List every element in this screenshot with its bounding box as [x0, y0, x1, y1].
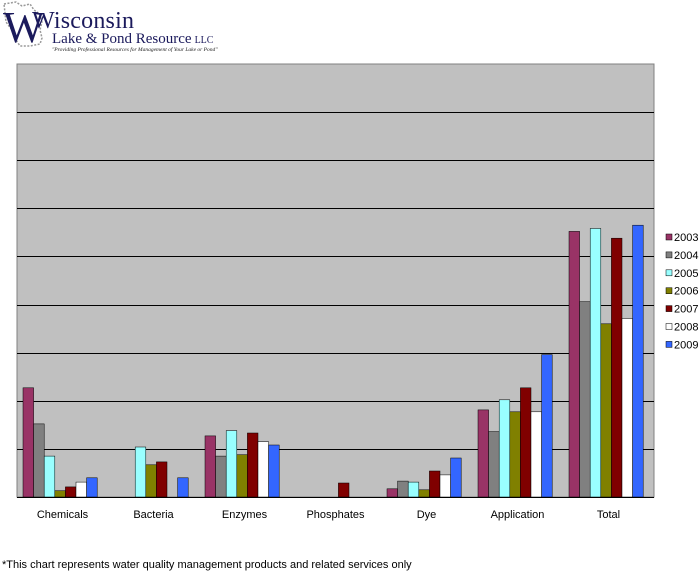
- bar-2004-dye: [397, 480, 409, 498]
- legend: 2003 2004 2005 2006 2007 2008 2009: [665, 232, 698, 351]
- legend-label: 2003: [674, 232, 698, 244]
- bar-2006-total: [600, 323, 612, 498]
- legend-swatch: [665, 251, 673, 259]
- legend-label: 2008: [674, 322, 698, 334]
- bar-2007-total: [611, 237, 623, 498]
- legend-swatch: [665, 233, 673, 241]
- logo-subtitle-text: Lake & Pond Resource: [52, 31, 192, 47]
- bar-2005-application: [498, 399, 511, 498]
- bar-2006-chemicals: [54, 490, 66, 498]
- logo-name: Wisconsin: [32, 8, 135, 34]
- legend-label: 2004: [674, 250, 698, 262]
- bar-2007-phosphates: [338, 482, 350, 498]
- bar-2009-dye: [450, 457, 462, 498]
- category-labels: Chemicals Bacteria Enzymes Phosphates Dye App…: [37, 509, 620, 521]
- category-label: Bacteria: [133, 509, 174, 521]
- legend-label: 2007: [674, 304, 698, 316]
- bar-2007-chemicals: [65, 486, 77, 498]
- wisconsin-state-outline-icon: W: [3, 1, 45, 52]
- legend-swatch: [665, 305, 673, 312]
- legend-swatch: [665, 287, 673, 294]
- bar-2007-application: [520, 387, 532, 498]
- company-logo: W Wisconsin Lake & Pond Resource LLC "Pro…: [0, 0, 240, 58]
- svg-text:W: W: [3, 3, 45, 52]
- bar-2007-dye: [429, 470, 441, 498]
- category-label: Total: [597, 509, 620, 521]
- chart-footnote: *This chart represents water quality man…: [2, 559, 412, 571]
- bar-2004-total: [579, 301, 591, 498]
- bar-2008-enzymes: [257, 441, 269, 498]
- bar-2008-total: [621, 318, 633, 498]
- legend-swatch: [665, 323, 673, 330]
- category-label: Chemicals: [37, 509, 89, 521]
- plot-area: [16, 63, 655, 498]
- bar-2006-bacteria: [145, 464, 157, 498]
- bar-2006-enzymes: [236, 454, 248, 498]
- bar-2009-application: [541, 354, 553, 498]
- bar-2004-chemicals: [33, 423, 45, 498]
- bar-2009-total: [632, 224, 644, 498]
- category-label: Phosphates: [306, 509, 365, 521]
- bar-2009-bacteria: [177, 477, 189, 498]
- bar-2008-chemicals: [75, 481, 87, 498]
- logo-tagline: "Providing Professional Resources for Ma…: [52, 47, 218, 53]
- bar-2003-total: [568, 231, 580, 498]
- bar-2005-total: [589, 228, 602, 498]
- plot-background: [16, 63, 655, 498]
- category-label: Application: [491, 509, 545, 521]
- bar-2004-enzymes: [215, 455, 227, 498]
- legend-label: 2009: [674, 339, 698, 351]
- bar-chart: Chemicals Bacteria Enzymes Phosphates Dye App…: [16, 63, 698, 521]
- bar-2004-application: [488, 431, 500, 498]
- legend-label: 2005: [674, 268, 698, 280]
- logo-suffix: LLC: [194, 35, 214, 46]
- bar-2006-application: [509, 411, 521, 498]
- bar-2007-enzymes: [247, 432, 259, 498]
- bar-2003-chemicals: [22, 387, 34, 498]
- bar-2003-enzymes: [204, 435, 216, 498]
- bar-2003-dye: [386, 488, 398, 498]
- bar-2005-enzymes: [225, 430, 238, 498]
- category-label: Enzymes: [222, 509, 268, 521]
- bar-2008-application: [530, 411, 542, 498]
- legend-swatch: [665, 341, 673, 348]
- bar-2007-bacteria: [156, 461, 168, 498]
- legend-label: 2006: [674, 286, 698, 298]
- bar-2005-bacteria: [134, 446, 147, 498]
- bar-2009-chemicals: [86, 477, 98, 498]
- category-label: Dye: [417, 509, 437, 521]
- bar-2003-application: [477, 409, 489, 498]
- bar-2009-enzymes: [268, 444, 280, 498]
- bar-group: [22, 224, 644, 498]
- legend-swatch: [665, 269, 673, 277]
- logo-subtitle: Lake & Pond Resource LLC: [52, 31, 213, 48]
- bar-2005-dye: [407, 481, 420, 498]
- bar-2008-dye: [439, 474, 451, 498]
- bar-2006-dye: [418, 489, 430, 498]
- bar-2005-chemicals: [43, 455, 56, 498]
